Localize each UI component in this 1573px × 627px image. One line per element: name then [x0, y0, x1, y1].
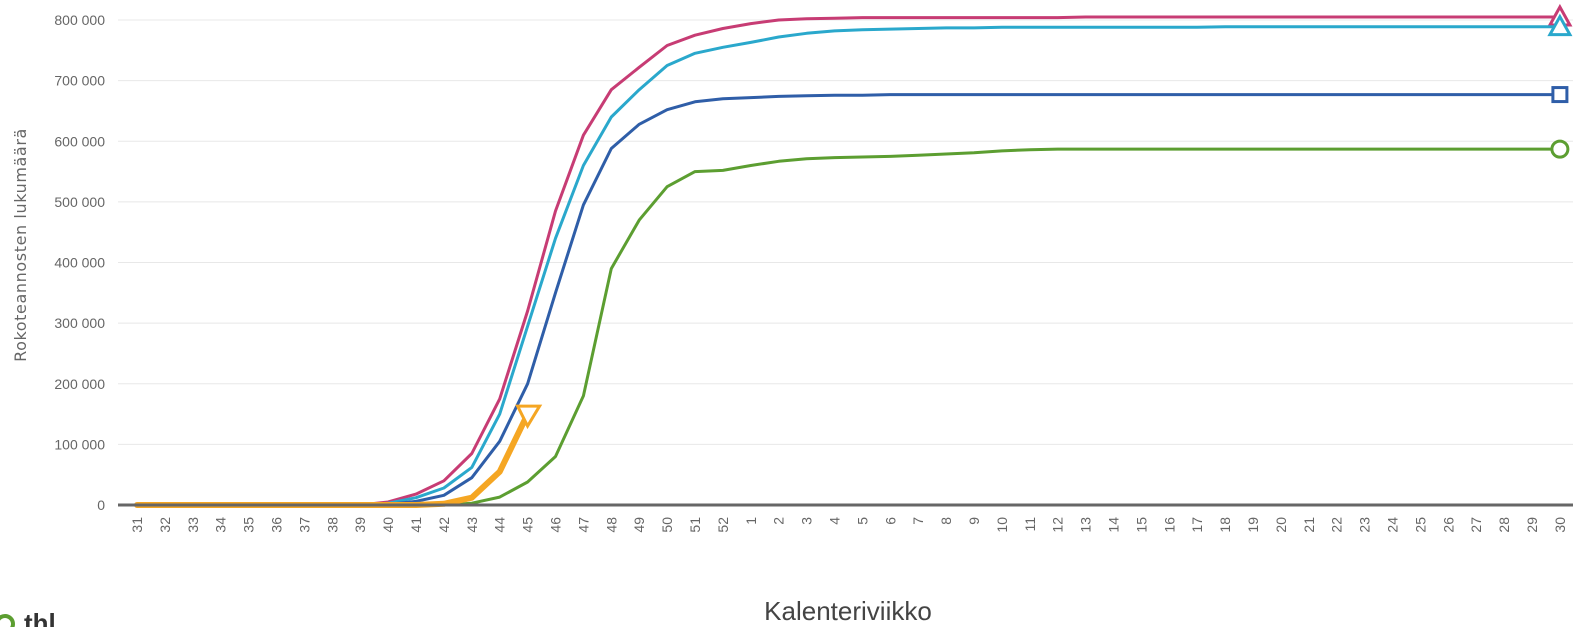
x-tick-label: 31 — [129, 517, 145, 533]
series-end-marker — [1547, 13, 1573, 37]
x-tick-label: 20 — [1273, 517, 1289, 533]
x-tick-labels: 31 32 33 34 35 36 37 38 39 40 41 42 43 44 45 46 47 48 49 50… — [129, 517, 1568, 533]
x-tick-label: 13 — [1078, 517, 1094, 533]
x-tick-label: 40 — [380, 517, 396, 533]
series-line — [134, 411, 531, 508]
x-tick-label: 6 — [882, 517, 898, 525]
x-tick-label: 36 — [269, 517, 285, 533]
logo-mark-icon — [0, 614, 15, 627]
y-tick-label: 300 000 — [54, 315, 105, 331]
gridlines — [118, 19, 1573, 445]
x-tick-label: 19 — [1245, 517, 1261, 533]
series-line — [135, 15, 1562, 507]
x-tick-label: 49 — [631, 517, 647, 533]
x-tick-label: 42 — [436, 517, 452, 533]
x-tick-label: 52 — [715, 517, 731, 533]
x-tick-label: 4 — [827, 517, 843, 525]
x-tick-label: 28 — [1496, 517, 1512, 533]
y-tick-label: 200 000 — [54, 376, 105, 392]
x-tick-label: 12 — [1050, 517, 1066, 533]
x-tick-label: 27 — [1468, 517, 1484, 533]
x-tick-label: 41 — [408, 517, 424, 533]
x-tick-label: 10 — [994, 517, 1010, 533]
x-tick-label: 39 — [352, 517, 368, 533]
y-tick-label: 600 000 — [54, 133, 105, 149]
x-tick-label: 7 — [910, 517, 926, 525]
y-tick-label: 0 — [97, 497, 105, 513]
series-end-marker — [1550, 139, 1570, 159]
y-tick-labels: 0 100 000 200 000 300 000 400 000 500 000 600 … — [54, 12, 105, 513]
x-tick-label: 2 — [771, 517, 787, 525]
x-tick-label: 26 — [1440, 517, 1456, 533]
x-tick-label: 37 — [296, 517, 312, 533]
series-line — [135, 147, 1562, 507]
x-tick-label: 21 — [1301, 517, 1317, 533]
logo-text: thl — [24, 610, 56, 627]
x-tick-label: 14 — [1106, 517, 1122, 533]
y-tick-label: 500 000 — [54, 194, 105, 210]
x-tick-label: 11 — [1022, 517, 1038, 532]
x-tick-label: 51 — [687, 517, 703, 533]
x-tick-label: 45 — [520, 517, 536, 533]
x-tick-label: 9 — [966, 517, 982, 525]
x-tick-label: 38 — [324, 517, 340, 533]
x-tick-label: 17 — [1189, 517, 1205, 533]
x-tick-label: 15 — [1133, 517, 1149, 533]
y-tick-label: 700 000 — [54, 73, 105, 89]
x-tick-label: 35 — [241, 517, 257, 533]
x-tick-label: 18 — [1217, 517, 1233, 533]
x-tick-label: 32 — [157, 517, 173, 533]
x-axis-label: Kalenteriviikko — [764, 596, 932, 626]
x-tick-label: 22 — [1329, 517, 1345, 533]
x-tick-label: 5 — [854, 517, 870, 525]
series-lines — [134, 3, 1573, 508]
x-tick-label: 34 — [213, 517, 229, 533]
x-tick-label: 33 — [185, 517, 201, 533]
series-line — [135, 25, 1562, 507]
x-tick-label: 25 — [1412, 517, 1428, 533]
y-tick-label: 400 000 — [54, 255, 105, 271]
y-axis-label: Rokoteannosten lukumäärä — [11, 128, 30, 362]
x-tick-label: 23 — [1357, 517, 1373, 533]
thl-logo: thl — [0, 610, 56, 627]
y-tick-label: 800 000 — [54, 12, 105, 28]
y-tick-label: 100 000 — [54, 436, 105, 452]
x-tick-label: 30 — [1552, 517, 1568, 533]
x-tick-label: 44 — [492, 517, 508, 533]
x-tick-label: 24 — [1385, 517, 1401, 533]
x-tick-label: 8 — [938, 517, 954, 525]
x-tick-label: 48 — [603, 517, 619, 533]
x-tick-label: 46 — [548, 517, 564, 533]
x-tick-label: 1 — [743, 517, 759, 525]
x-tick-label: 3 — [799, 517, 815, 525]
series-end-marker — [515, 404, 543, 430]
x-tick-label: 16 — [1161, 517, 1177, 533]
x-tick-label: 50 — [659, 517, 675, 533]
x-tick-label: 47 — [575, 517, 591, 533]
x-tick-label: 43 — [464, 517, 480, 533]
x-tick-label: 29 — [1524, 517, 1540, 533]
series-end-marker — [1551, 86, 1569, 104]
